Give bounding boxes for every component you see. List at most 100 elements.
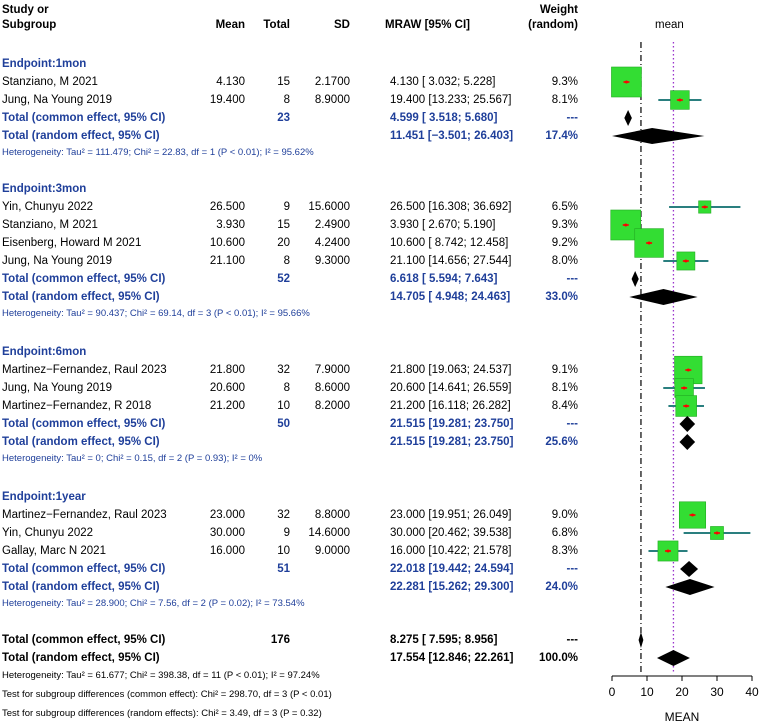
random-effect-diamond [629,289,698,305]
study-sd: 9.0000 [314,545,350,557]
study-name: Stanziano, M 2021 [2,76,98,88]
subgroup-title: Endpoint:1mon [2,58,87,70]
study-point-dot [682,386,686,390]
plot-title: mean [655,19,684,31]
subgroup-title: Endpoint:3mon [2,183,87,195]
header-mean: Mean [215,19,245,31]
study-ci: 30.000 [20.462; 39.538] [390,527,512,539]
common-effect-weight: --- [566,563,579,575]
study-sd: 2.1700 [314,76,350,88]
common-effect-total: 51 [277,563,290,575]
study-mean: 21.800 [209,364,245,376]
overall-common-total: 176 [270,634,290,646]
study-mean: 19.400 [209,94,245,106]
study-point-dot [715,531,719,535]
x-tick-label: 0 [609,685,616,699]
test-subgroup-common: Test for subgroup differences (common ef… [2,689,332,700]
common-effect-total: 52 [277,273,290,285]
study-ci: 20.600 [14.641; 26.559] [390,382,512,394]
study-ci: 3.930 [ 2.670; 5.190] [390,219,496,231]
overall-random-weight: 100.0% [538,652,578,664]
random-effect-weight: 33.0% [545,291,578,303]
study-name: Yin, Chunyu 2022 [2,201,94,213]
common-effect-diamond [638,632,644,648]
study-total: 32 [277,364,290,376]
study-mean: 16.000 [209,545,245,557]
heterogeneity-text: Heterogeneity: Tau² = 0; Chi² = 0.15, df… [2,453,263,464]
random-effect-ci: 21.515 [19.281; 23.750] [390,436,514,448]
common-effect-weight: --- [566,418,579,430]
overall-random-ci: 17.554 [12.846; 22.261] [390,652,514,664]
header-mraw: MRAW [95% CI] [385,19,470,31]
study-weight: 8.4% [551,400,578,412]
study-total: 9 [283,527,290,539]
heterogeneity-text: Heterogeneity: Tau² = 28.900; Chi² = 7.5… [2,598,305,609]
study-point-dot [666,549,670,553]
common-effect-diamond [631,271,639,287]
study-name: Gallay, Marc N 2021 [2,545,106,557]
study-total: 8 [283,255,290,267]
random-effect-diamond [665,579,715,595]
study-point-dot [703,205,707,209]
study-name: Martinez−Fernandez, Raul 2023 [2,509,167,521]
study-weight: 9.2% [551,237,578,249]
common-effect-ci: 6.618 [ 5.594; 7.643] [390,273,498,285]
study-total: 8 [283,382,290,394]
study-total: 32 [277,509,290,521]
study-ci: 21.800 [19.063; 24.537] [390,364,512,376]
study-mean: 21.200 [209,400,245,412]
study-total: 8 [283,94,290,106]
study-sd: 9.3000 [314,255,350,267]
study-ci: 23.000 [19.951; 26.049] [390,509,512,521]
header-study: Study or [2,4,49,16]
random-effect-weight: 24.0% [545,581,578,593]
common-effect-total: 23 [277,112,290,124]
study-weight-box [611,66,642,98]
header-total: Total [263,19,290,31]
study-mean: 23.000 [209,509,245,521]
x-tick-label: 10 [640,685,654,699]
random-effect-ci: 11.451 [−3.501; 26.403] [390,130,514,142]
header-weight: Weight [539,4,578,16]
random-effect-ci: 14.705 [ 4.948; 24.463] [390,291,511,303]
study-sd: 8.8000 [314,509,350,521]
study-weight: 6.5% [551,201,578,213]
study-point-dot [684,259,688,263]
random-effect-ci: 22.281 [15.262; 29.300] [390,581,514,593]
study-name: Yin, Chunyu 2022 [2,527,94,539]
study-mean: 10.600 [209,237,245,249]
study-sd: 8.6000 [314,382,350,394]
heterogeneity-text: Heterogeneity: Tau² = 90.437; Chi² = 69.… [2,308,310,319]
study-sd: 15.6000 [308,201,350,213]
common-effect-diamond [679,416,696,432]
study-weight: 9.3% [551,219,578,231]
study-point-dot [684,404,688,408]
common-effect-label: Total (common effect, 95% CI) [2,112,166,124]
study-weight: 9.1% [551,364,578,376]
study-total: 20 [277,237,290,249]
random-effect-label: Total (random effect, 95% CI) [2,291,160,303]
x-tick-label: 30 [710,685,724,699]
x-tick-label: 40 [745,685,759,699]
study-ci: 19.400 [13.233; 25.567] [390,94,512,106]
study-name: Martinez−Fernandez, R 2018 [2,400,152,412]
header-subgroup: Subgroup [2,19,57,31]
subgroup-title: Endpoint:6mon [2,346,87,358]
study-ci: 21.200 [16.118; 26.282] [390,400,511,412]
common-effect-label: Total (common effect, 95% CI) [2,418,166,430]
overall-heterogeneity: Heterogeneity: Tau² = 61.677; Chi² = 398… [2,670,320,681]
test-subgroup-random: Test for subgroup differences (random ef… [2,708,322,719]
random-effect-label: Total (random effect, 95% CI) [2,436,160,448]
study-point-dot [686,368,690,372]
common-effect-ci: 21.515 [19.281; 23.750] [390,418,514,430]
overall-common-weight: --- [566,634,579,646]
study-weight: 8.1% [551,94,578,106]
study-name: Jung, Na Young 2019 [2,255,112,267]
study-mean: 21.100 [209,255,245,267]
study-weight: 8.1% [551,382,578,394]
study-name: Martinez−Fernandez, Raul 2023 [2,364,167,376]
study-point-dot [624,223,628,227]
study-ci: 10.600 [ 8.742; 12.458] [390,237,509,249]
study-ci: 26.500 [16.308; 36.692] [390,201,512,213]
header-weight-random: (random) [528,19,578,31]
